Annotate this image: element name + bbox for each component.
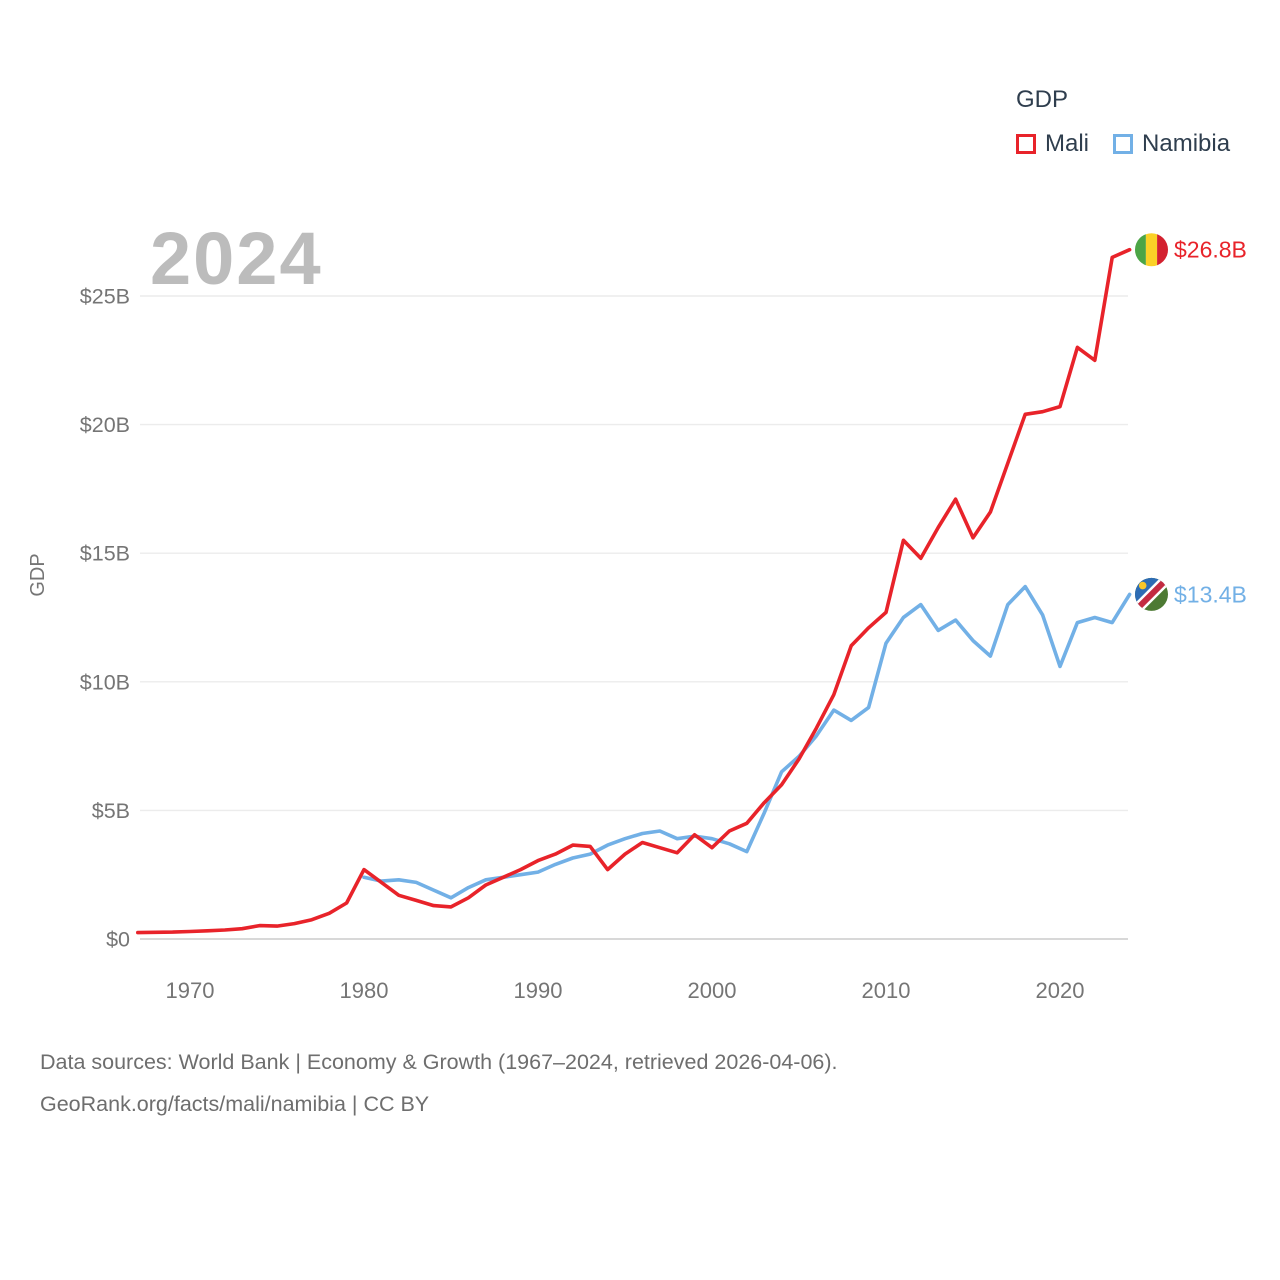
- legend-label-mali: Mali: [1045, 130, 1090, 157]
- legend-item-namibia[interactable]: Namibia: [1113, 130, 1230, 158]
- namibia-end-value-label: $13.4B: [1174, 581, 1247, 607]
- gdp-line-chart: $0 $5B $10B $15B $20B $25B 1970 1980 1990 2000 201…: [27, 233, 1247, 1003]
- x-tick-label: 2000: [688, 978, 737, 1003]
- x-tick-label: 1980: [340, 978, 389, 1003]
- y-tick-label: $0: [106, 928, 130, 952]
- namibia-flag-icon: [1135, 577, 1168, 611]
- x-tick-label: 2010: [862, 978, 911, 1003]
- y-axis-title: GDP: [27, 553, 49, 596]
- mali-gdp-line[interactable]: [136, 247, 1132, 935]
- y-tick-label: $25B: [80, 285, 130, 309]
- chart-legend: GDP Mali Namibia: [1016, 86, 1230, 158]
- x-tick-label: 2020: [1036, 978, 1085, 1003]
- mali-end-value-label: $26.8B: [1174, 237, 1247, 263]
- footer-sources-line: Data sources: World Bank | Economy & Gro…: [40, 1050, 838, 1074]
- data-sources-footer: Data sources: World Bank | Economy & Gro…: [40, 1041, 838, 1125]
- y-tick-label: $10B: [80, 670, 130, 694]
- namibia-gdp-line[interactable]: [362, 584, 1132, 900]
- footer-attribution-line: GeoRank.org/facts/mali/namibia | CC BY: [40, 1092, 430, 1116]
- mali-swatch-icon: [1016, 134, 1036, 154]
- x-tick-label: 1990: [514, 978, 563, 1003]
- legend-label-namibia: Namibia: [1142, 130, 1231, 157]
- y-tick-label: $5B: [92, 799, 130, 823]
- namibia-swatch-icon: [1113, 134, 1134, 154]
- legend-title: GDP: [1016, 86, 1069, 113]
- y-tick-label: $15B: [80, 542, 130, 566]
- year-watermark: 2024: [150, 217, 323, 300]
- x-tick-label: 1970: [166, 978, 215, 1003]
- legend-item-mali[interactable]: Mali: [1016, 130, 1089, 158]
- y-tick-label: $20B: [80, 413, 130, 437]
- mali-flag-icon: [1135, 233, 1168, 267]
